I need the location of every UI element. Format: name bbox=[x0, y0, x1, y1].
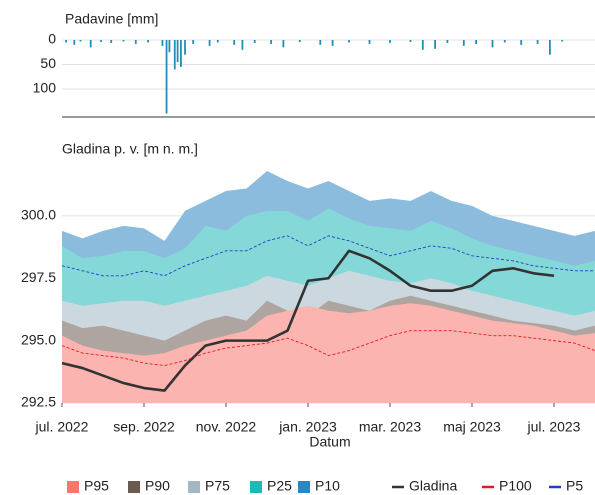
precip-bar bbox=[110, 40, 113, 43]
precip-bar bbox=[503, 40, 506, 43]
x-tick-label: sep. 2022 bbox=[113, 419, 175, 435]
precip-bar bbox=[549, 40, 551, 55]
y-tick-label: 300.0 bbox=[21, 207, 56, 223]
precip-bar bbox=[161, 40, 164, 46]
precip-bar bbox=[475, 40, 477, 44]
precip-bar bbox=[73, 40, 76, 45]
legend-label: P25 bbox=[267, 478, 292, 494]
precip-bar bbox=[348, 40, 350, 43]
precip-bar bbox=[561, 40, 564, 42]
legend-label: P90 bbox=[145, 478, 170, 494]
y-tick-label: 295.0 bbox=[21, 331, 56, 347]
legend-label: P100 bbox=[499, 478, 532, 494]
precip-bar bbox=[536, 40, 539, 44]
precip-bar bbox=[216, 40, 219, 43]
precip-bar bbox=[208, 40, 211, 46]
precip-bar bbox=[241, 40, 244, 50]
precip-bar bbox=[421, 40, 424, 50]
x-tick-label: jul. 2022 bbox=[35, 419, 89, 435]
x-tick-label: maj 2023 bbox=[443, 419, 501, 435]
precip-bar bbox=[192, 40, 195, 44]
legend-swatch bbox=[128, 481, 140, 493]
panel-title: Gladina p. v. [m n. m.] bbox=[62, 141, 198, 157]
x-tick-label: jul. 2023 bbox=[527, 419, 581, 435]
precip-bar bbox=[79, 40, 82, 42]
precip-bar bbox=[122, 40, 125, 42]
precip-bar bbox=[319, 40, 322, 45]
precip-bar bbox=[434, 40, 436, 49]
x-tick-label: mar. 2023 bbox=[359, 419, 421, 435]
precip-bar bbox=[147, 40, 149, 43]
y-tick-label: 297.5 bbox=[21, 269, 56, 285]
legend-label: P95 bbox=[84, 478, 109, 494]
precip-bar bbox=[520, 40, 523, 45]
precip-bar bbox=[270, 40, 272, 44]
precip-bar bbox=[282, 40, 285, 48]
legend-label: P10 bbox=[315, 478, 340, 494]
y-tick-label: 0 bbox=[48, 31, 56, 47]
precip-bar bbox=[134, 40, 137, 44]
precip-bar bbox=[89, 40, 92, 48]
legend-swatch bbox=[188, 481, 200, 493]
legend-swatch bbox=[298, 481, 310, 493]
panel-title: Padavine [mm] bbox=[65, 11, 158, 27]
precip-bar bbox=[253, 40, 256, 43]
x-tick-label: nov. 2022 bbox=[196, 419, 257, 435]
percentile-line bbox=[61, 235, 595, 277]
precip-bar bbox=[298, 40, 301, 42]
percentile-line bbox=[61, 330, 595, 367]
precip-bar bbox=[100, 40, 102, 42]
precip-bar bbox=[389, 40, 391, 43]
legend-swatch bbox=[250, 481, 262, 493]
precip-bar bbox=[176, 40, 179, 63]
percentile-band bbox=[62, 303, 595, 403]
precip-bar bbox=[180, 40, 182, 67]
precip-bar bbox=[446, 40, 449, 43]
precip-bar bbox=[409, 40, 412, 42]
level-line bbox=[61, 249, 555, 392]
legend-label: Gladina bbox=[409, 478, 457, 494]
precip-bar bbox=[168, 40, 171, 53]
precip-bar bbox=[331, 40, 334, 46]
legend-label: P75 bbox=[205, 478, 230, 494]
y-tick-label: 50 bbox=[40, 55, 56, 71]
legend-swatch bbox=[67, 481, 79, 493]
y-tick-label: 292.5 bbox=[21, 394, 56, 410]
x-axis-title: Datum bbox=[309, 434, 350, 450]
legend-label: P5 bbox=[566, 478, 583, 494]
precip-bar bbox=[165, 40, 168, 114]
precip-bar bbox=[462, 40, 465, 46]
y-tick-label: 100 bbox=[33, 80, 57, 96]
precip-bar bbox=[491, 40, 494, 48]
precip-bar bbox=[173, 40, 176, 70]
x-tick-label: jan. 2023 bbox=[278, 419, 337, 435]
precip-bar bbox=[184, 40, 186, 55]
precip-bar bbox=[368, 40, 371, 44]
precip-bar bbox=[65, 40, 67, 43]
precip-bar bbox=[233, 40, 236, 45]
